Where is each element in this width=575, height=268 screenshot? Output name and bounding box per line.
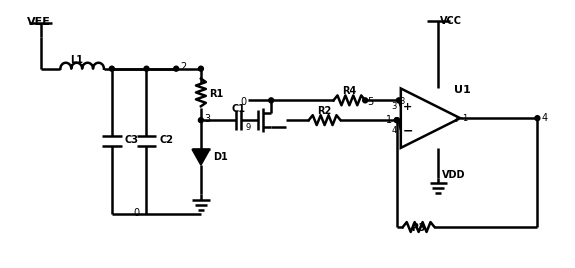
Text: 4: 4	[392, 125, 397, 135]
Text: C3: C3	[125, 135, 139, 145]
Circle shape	[269, 98, 274, 103]
Text: 2: 2	[453, 115, 458, 124]
Text: 0: 0	[133, 208, 140, 218]
Text: VCC: VCC	[440, 16, 462, 26]
Text: R3: R3	[412, 223, 426, 233]
Text: U1: U1	[454, 84, 471, 95]
Text: VDD: VDD	[442, 170, 466, 180]
Text: −: −	[402, 125, 413, 137]
Text: R4: R4	[342, 87, 356, 96]
Circle shape	[363, 98, 367, 103]
Circle shape	[394, 118, 399, 123]
Circle shape	[394, 118, 399, 123]
Circle shape	[535, 116, 540, 121]
Circle shape	[174, 66, 179, 71]
Polygon shape	[192, 149, 210, 165]
Text: 1: 1	[462, 114, 467, 123]
Circle shape	[198, 118, 204, 123]
Text: C1: C1	[232, 104, 246, 114]
Text: 4: 4	[541, 113, 547, 123]
Text: 3: 3	[392, 102, 397, 111]
Text: L1: L1	[70, 55, 83, 65]
Text: VEE: VEE	[26, 17, 51, 27]
Text: 2: 2	[180, 62, 186, 72]
Text: 5: 5	[367, 97, 373, 107]
Circle shape	[198, 66, 204, 71]
Text: 3: 3	[204, 114, 210, 124]
Text: +: +	[403, 102, 412, 112]
Circle shape	[144, 66, 149, 71]
Circle shape	[396, 98, 401, 103]
Text: 9: 9	[245, 123, 250, 132]
Text: C2: C2	[159, 135, 173, 145]
Text: 3: 3	[399, 97, 404, 106]
Text: 1: 1	[386, 115, 392, 125]
Text: D1: D1	[213, 152, 228, 162]
Circle shape	[109, 66, 114, 71]
Text: 0: 0	[240, 97, 247, 107]
Text: R1: R1	[209, 90, 223, 99]
Text: R2: R2	[317, 106, 332, 116]
